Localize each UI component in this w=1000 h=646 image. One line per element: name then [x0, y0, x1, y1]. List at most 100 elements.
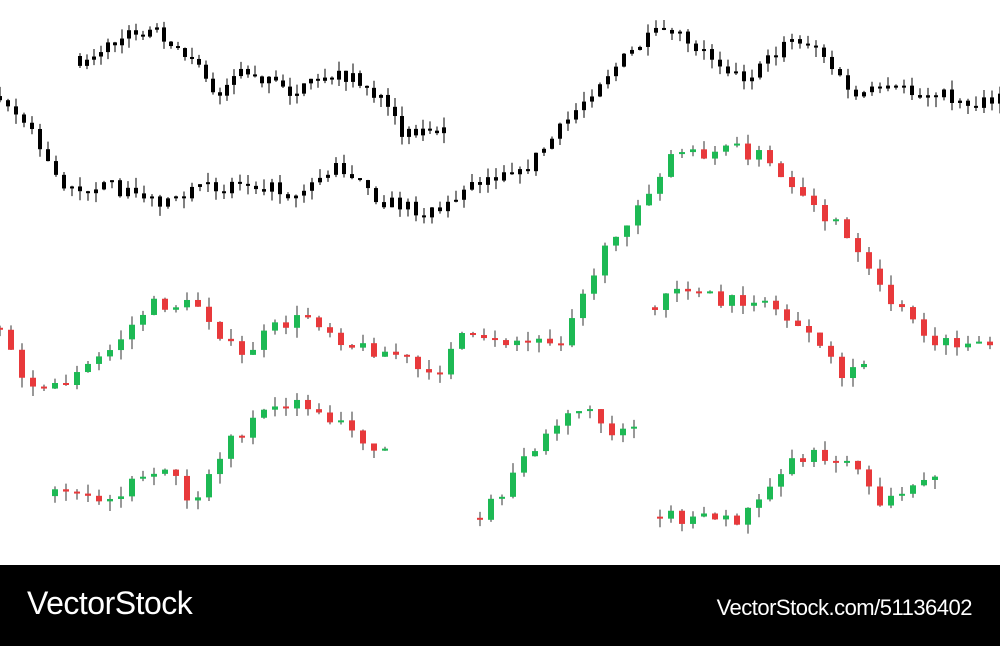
candle-body — [870, 86, 874, 93]
candle-body — [302, 190, 306, 196]
candle-body — [316, 78, 320, 81]
candle-body — [327, 412, 333, 423]
candle-body — [217, 321, 223, 339]
candle-body — [327, 327, 333, 333]
candle-body — [0, 96, 2, 101]
candle-body — [745, 143, 751, 160]
candle-body — [270, 182, 274, 192]
candle-body — [756, 150, 762, 160]
candle-body — [295, 93, 299, 96]
candle-body — [789, 177, 795, 188]
candle-body — [745, 507, 751, 525]
candle-body — [806, 43, 810, 46]
candle-body — [155, 27, 159, 30]
candle-body — [318, 177, 322, 183]
candle-body — [694, 43, 698, 52]
candle-body — [206, 306, 212, 322]
candle-body — [46, 149, 50, 162]
candle-body — [674, 288, 680, 294]
candle-body — [398, 197, 402, 210]
candle-body — [657, 176, 663, 194]
candle-body — [96, 356, 102, 364]
candle-body — [283, 322, 289, 328]
candle-body — [134, 30, 138, 35]
candle-body — [862, 92, 866, 97]
candle-body — [305, 315, 311, 318]
candle-body — [718, 291, 724, 306]
candle-body — [580, 293, 586, 319]
candle-body — [198, 184, 202, 187]
candle-body — [316, 317, 322, 328]
candle-body — [102, 182, 106, 190]
candle-body — [230, 181, 234, 194]
candle-body — [510, 472, 516, 497]
candle-body — [958, 100, 962, 103]
candle-body — [437, 372, 443, 375]
candle-body — [110, 180, 114, 183]
candle-body — [63, 383, 69, 386]
candle-body — [800, 187, 806, 196]
candle-body — [406, 201, 410, 210]
candle-body — [591, 275, 597, 294]
candle-body — [323, 77, 327, 81]
candle-body — [635, 205, 641, 226]
candle-body — [78, 56, 82, 66]
candle-body — [663, 293, 669, 310]
candle-body — [839, 356, 845, 379]
candle-body — [773, 300, 779, 310]
candle-body — [99, 52, 103, 57]
candle-body — [371, 443, 377, 451]
candle-body — [211, 78, 215, 93]
candle-body — [536, 338, 542, 343]
candle-body — [462, 189, 466, 200]
candle-body — [430, 207, 434, 218]
candle-body — [407, 128, 411, 137]
candle-body — [686, 31, 690, 44]
candle-body — [342, 163, 346, 175]
candle-body — [838, 69, 842, 76]
candle-body — [286, 194, 290, 199]
candle-body — [750, 77, 754, 82]
candle-body — [782, 41, 786, 58]
candle-body — [262, 189, 266, 192]
candle-body — [729, 295, 735, 306]
candle-body — [162, 27, 166, 42]
candle-body — [360, 343, 366, 348]
candle-body — [932, 335, 938, 346]
candle-body — [751, 302, 757, 306]
candle-body — [349, 420, 355, 431]
candle-body — [558, 343, 564, 346]
candle-body — [393, 351, 399, 355]
candle-body — [822, 47, 826, 57]
candle-body — [662, 27, 666, 30]
candle-body — [195, 299, 201, 307]
candle-body — [798, 39, 802, 44]
candle-body — [158, 196, 162, 207]
candle-body — [232, 76, 236, 85]
candle-body — [550, 138, 554, 149]
candle-body — [502, 172, 506, 181]
candle-body — [374, 188, 378, 203]
candle-body — [778, 163, 784, 178]
candle-body — [918, 95, 922, 98]
candle-body — [382, 448, 388, 451]
candle-body — [855, 460, 861, 470]
candle-body — [822, 205, 828, 222]
candle-body — [294, 195, 298, 199]
candle-body — [254, 185, 258, 190]
candle-body — [778, 474, 784, 487]
candle-body — [382, 351, 388, 357]
candle-body — [366, 180, 370, 189]
candle-body — [565, 413, 571, 426]
candle-body — [558, 123, 562, 139]
candle-body — [910, 485, 916, 494]
candle-body — [609, 423, 615, 436]
candle-body — [246, 68, 250, 75]
candle-body — [987, 341, 993, 346]
candle-body — [92, 56, 96, 60]
candle-body — [162, 469, 168, 474]
candle-body — [74, 372, 80, 386]
candle-body — [176, 46, 180, 49]
candle-body — [998, 93, 1000, 104]
candle-body — [309, 78, 313, 84]
